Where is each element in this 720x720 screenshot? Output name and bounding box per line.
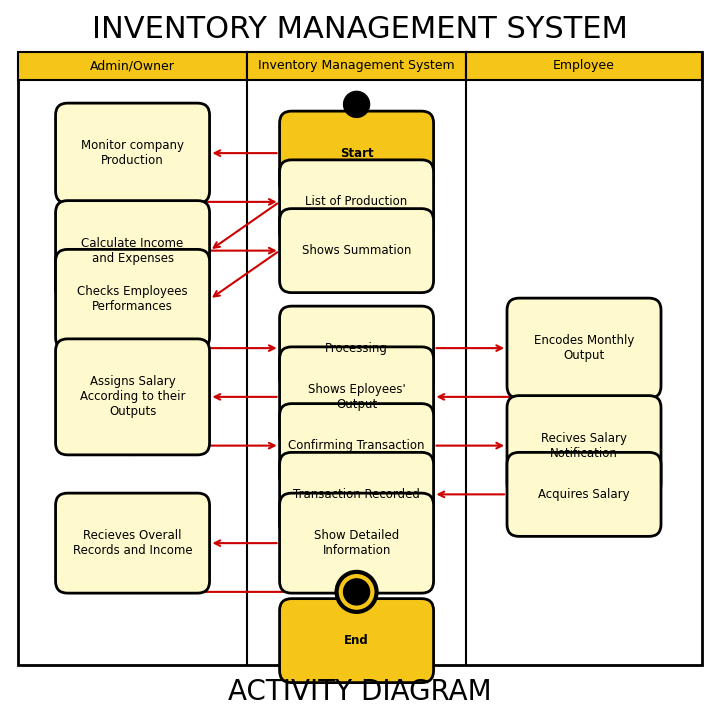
Text: Confirming Transaction: Confirming Transaction (288, 439, 425, 452)
FancyBboxPatch shape (55, 339, 210, 455)
FancyBboxPatch shape (55, 103, 210, 203)
Bar (247, 52, 466, 80)
Text: List of Production: List of Production (305, 195, 408, 208)
FancyBboxPatch shape (507, 298, 661, 398)
Text: Admin/Owner: Admin/Owner (90, 60, 175, 73)
Text: Start: Start (340, 147, 374, 160)
Text: Show Detailed
Information: Show Detailed Information (314, 529, 399, 557)
FancyBboxPatch shape (55, 493, 210, 593)
Text: End: End (344, 634, 369, 647)
FancyBboxPatch shape (55, 201, 210, 301)
Circle shape (343, 579, 369, 605)
Text: Encodes Monthly
Output: Encodes Monthly Output (534, 334, 634, 362)
Text: ACTIVITY DIAGRAM: ACTIVITY DIAGRAM (228, 678, 492, 706)
Text: Inventory Management System: Inventory Management System (258, 60, 455, 73)
Bar (18, 52, 247, 80)
FancyBboxPatch shape (279, 160, 433, 244)
Text: Assigns Salary
According to their
Outputs: Assigns Salary According to their Output… (80, 375, 185, 418)
FancyBboxPatch shape (279, 598, 433, 683)
Circle shape (343, 91, 369, 117)
FancyBboxPatch shape (279, 209, 433, 292)
Text: Checks Employees
Performances: Checks Employees Performances (77, 285, 188, 313)
Text: Recives Salary
Notification: Recives Salary Notification (541, 431, 627, 459)
FancyBboxPatch shape (507, 395, 661, 495)
Text: Recieves Overall
Records and Income: Recieves Overall Records and Income (73, 529, 192, 557)
FancyBboxPatch shape (279, 493, 433, 593)
FancyBboxPatch shape (55, 249, 210, 349)
Text: Employee: Employee (553, 60, 615, 73)
Text: Transaction Recorded: Transaction Recorded (293, 488, 420, 501)
Text: Monitor company
Production: Monitor company Production (81, 139, 184, 167)
Bar (18, 52, 702, 665)
FancyBboxPatch shape (279, 347, 433, 447)
Text: Acquires Salary: Acquires Salary (538, 488, 630, 501)
Text: Calculate Income
and Expenses: Calculate Income and Expenses (81, 237, 184, 265)
Bar (466, 52, 702, 80)
Text: INVENTORY MANAGEMENT SYSTEM: INVENTORY MANAGEMENT SYSTEM (92, 16, 628, 45)
FancyBboxPatch shape (279, 306, 433, 390)
Text: Processing: Processing (325, 341, 388, 355)
Circle shape (336, 572, 377, 612)
FancyBboxPatch shape (507, 452, 661, 536)
Text: Shows Summation: Shows Summation (302, 244, 411, 257)
FancyBboxPatch shape (279, 404, 433, 487)
Text: Shows Eployees'
Output: Shows Eployees' Output (307, 383, 405, 411)
FancyBboxPatch shape (279, 111, 433, 195)
FancyBboxPatch shape (279, 452, 433, 536)
